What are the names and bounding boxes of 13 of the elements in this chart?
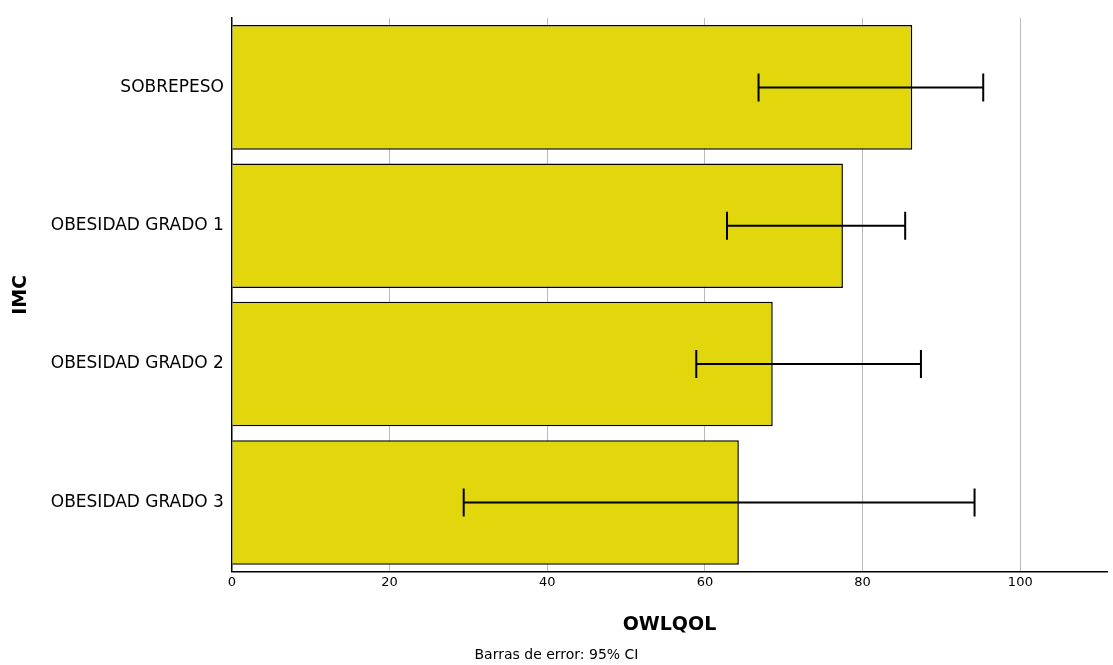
y-tick-label: SOBREPESO bbox=[120, 75, 224, 96]
x-tick-label: 20 bbox=[381, 573, 398, 589]
x-tick-label: 40 bbox=[538, 573, 556, 589]
y-axis-title: IMC bbox=[8, 274, 31, 315]
x-axis-title: OWLQOL bbox=[622, 611, 717, 634]
y-tick-label: OBESIDAD GRADO 1 bbox=[50, 214, 224, 235]
text: Barras de error: 95% CI bbox=[473, 646, 640, 662]
x-tick-label: 100 bbox=[1007, 573, 1033, 589]
x-tick-label: 0 bbox=[227, 573, 237, 589]
y-tick-label: OBESIDAD GRADO 2 bbox=[50, 352, 224, 373]
x-tick-label: 80 bbox=[854, 573, 871, 589]
y-tick-label: OBESIDAD GRADO 3 bbox=[50, 490, 224, 511]
x-tick-label: 60 bbox=[696, 573, 714, 589]
